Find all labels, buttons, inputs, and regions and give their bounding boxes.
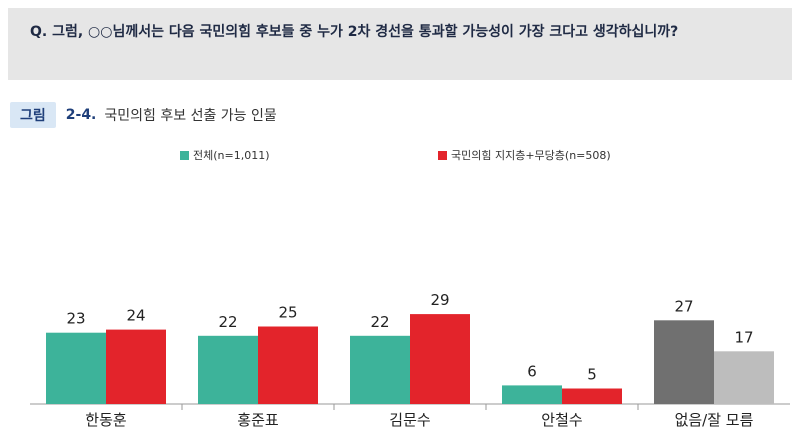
bar-total-3 [502, 385, 562, 404]
legend-item-ppp: 국민의힘 지지층+무당층(n=508) [438, 147, 611, 163]
bar-ppp-1 [258, 326, 318, 404]
data-label-total-2: 22 [370, 313, 389, 331]
figure-heading: 그림 2-4. 국민의힘 후보 선출 가능 인물 [10, 102, 277, 128]
bar-total-4 [654, 320, 714, 404]
bar-total-0 [46, 332, 106, 404]
legend-label-ppp: 국민의힘 지지층+무당층(n=508) [451, 149, 611, 162]
figure-number: 2-4. [65, 107, 97, 123]
data-label-total-4: 27 [674, 297, 693, 315]
data-label-total-3: 6 [527, 362, 537, 380]
category-label-1: 홍준표 [237, 411, 279, 429]
bar-total-2 [350, 335, 410, 404]
data-label-ppp-2: 29 [430, 291, 449, 309]
data-label-total-1: 22 [218, 313, 237, 331]
legend-item-total: 전체(n=1,011) [180, 147, 270, 163]
question-box: Q. 그럼, ○○님께서는 다음 국민의힘 후보들 중 누가 2차 경선을 통과… [8, 8, 792, 80]
bar-ppp-0 [106, 329, 166, 404]
figure-tag: 그림 [10, 102, 56, 128]
bar-total-1 [198, 335, 258, 404]
data-label-total-0: 23 [66, 310, 85, 328]
figure-title: 국민의힘 후보 선출 가능 인물 [104, 108, 277, 124]
category-label-0: 한동훈 [85, 411, 126, 429]
question-text: Q. 그럼, ○○님께서는 다음 국민의힘 후보들 중 누가 2차 경선을 통과… [30, 24, 679, 40]
legend-label-total: 전체(n=1,011) [193, 149, 270, 162]
category-label-3: 안철수 [541, 411, 582, 429]
data-label-ppp-0: 24 [126, 307, 145, 325]
data-label-ppp-1: 25 [278, 304, 297, 322]
bar-ppp-3 [562, 388, 622, 404]
data-label-ppp-3: 5 [587, 366, 597, 384]
bar-ppp-2 [410, 314, 470, 404]
bar-ppp-4 [714, 351, 774, 404]
legend-swatch-total [180, 150, 189, 160]
category-label-4: 없음/잘 모름 [675, 411, 754, 429]
category-label-2: 김문수 [389, 411, 430, 429]
data-label-ppp-4: 17 [734, 328, 753, 346]
legend-swatch-ppp [438, 150, 447, 160]
